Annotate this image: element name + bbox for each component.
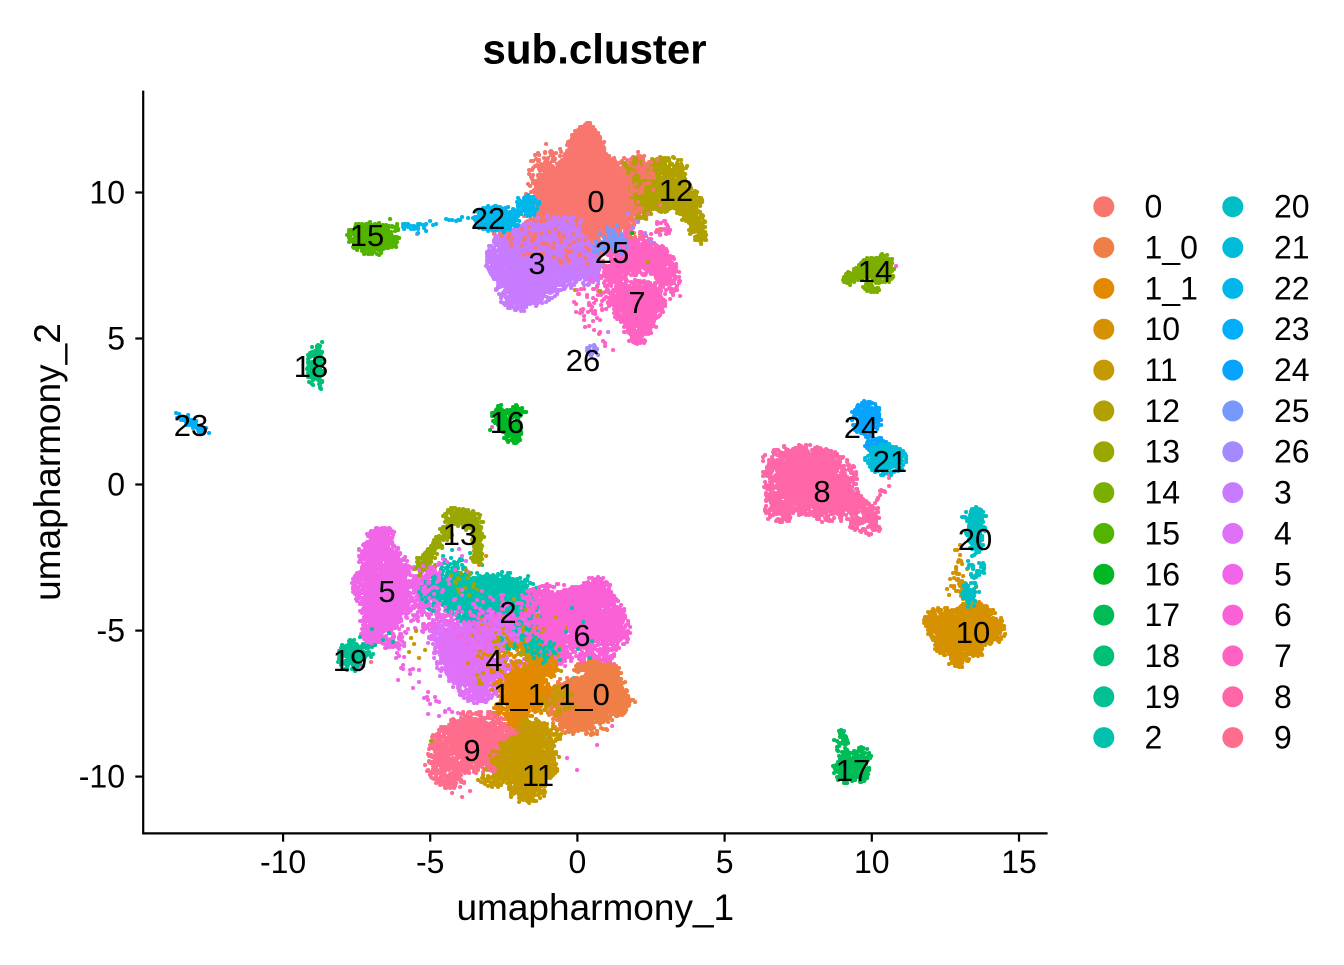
svg-text:10: 10	[956, 615, 990, 650]
svg-text:13: 13	[443, 517, 477, 552]
svg-text:24: 24	[844, 410, 878, 445]
svg-text:7: 7	[1274, 638, 1292, 674]
svg-text:5: 5	[378, 574, 395, 609]
svg-text:1_0: 1_0	[558, 677, 610, 712]
svg-text:12: 12	[1145, 393, 1181, 429]
svg-text:20: 20	[1274, 189, 1310, 225]
svg-text:19: 19	[1145, 679, 1181, 715]
svg-text:1_1: 1_1	[1145, 270, 1198, 306]
svg-text:6: 6	[1274, 597, 1292, 633]
svg-text:25: 25	[595, 235, 629, 270]
svg-text:18: 18	[294, 349, 328, 384]
svg-text:3: 3	[528, 246, 545, 281]
svg-text:18: 18	[1145, 638, 1181, 674]
svg-text:16: 16	[490, 405, 524, 440]
svg-text:19: 19	[333, 643, 367, 678]
svg-text:12: 12	[659, 173, 693, 208]
svg-text:3: 3	[1274, 475, 1292, 511]
svg-text:9: 9	[1274, 720, 1292, 756]
svg-text:4: 4	[485, 643, 502, 678]
svg-text:26: 26	[1274, 434, 1310, 470]
svg-text:0: 0	[587, 184, 604, 219]
svg-text:11: 11	[522, 758, 554, 793]
svg-text:1_0: 1_0	[1145, 230, 1198, 266]
svg-text:umapharmony_2: umapharmony_2	[27, 323, 68, 601]
svg-text:14: 14	[858, 254, 892, 289]
svg-text:9: 9	[463, 733, 480, 768]
svg-text:umapharmony_1: umapharmony_1	[456, 887, 734, 928]
svg-text:14: 14	[1145, 475, 1181, 511]
svg-text:17: 17	[1145, 597, 1181, 633]
svg-text:15: 15	[350, 218, 384, 253]
svg-text:26: 26	[566, 343, 600, 378]
svg-text:22: 22	[1274, 270, 1310, 306]
svg-text:10: 10	[1145, 311, 1181, 347]
svg-text:0: 0	[569, 844, 587, 880]
svg-text:22: 22	[471, 201, 505, 236]
svg-text:-10: -10	[260, 844, 306, 880]
svg-text:-10: -10	[79, 759, 125, 795]
svg-text:0: 0	[107, 467, 125, 503]
svg-text:10: 10	[854, 844, 890, 880]
svg-text:25: 25	[1274, 393, 1310, 429]
svg-text:6: 6	[573, 618, 590, 653]
svg-text:16: 16	[1145, 556, 1181, 592]
svg-text:17: 17	[836, 753, 870, 788]
svg-text:2: 2	[499, 595, 516, 630]
svg-text:0: 0	[1145, 189, 1163, 225]
svg-text:11: 11	[1145, 352, 1178, 388]
svg-text:24: 24	[1274, 352, 1310, 388]
svg-text:2: 2	[1145, 720, 1163, 756]
svg-text:5: 5	[1274, 556, 1292, 592]
svg-text:13: 13	[1145, 434, 1181, 470]
svg-text:sub.cluster: sub.cluster	[483, 25, 707, 72]
svg-text:5: 5	[716, 844, 734, 880]
svg-text:23: 23	[1274, 311, 1310, 347]
svg-text:7: 7	[628, 285, 645, 320]
svg-text:4: 4	[1274, 515, 1292, 551]
svg-text:20: 20	[958, 522, 992, 557]
svg-text:-5: -5	[97, 613, 125, 649]
svg-text:8: 8	[813, 474, 830, 509]
svg-text:23: 23	[174, 408, 208, 443]
svg-text:15: 15	[1001, 844, 1037, 880]
svg-text:10: 10	[89, 175, 125, 211]
svg-text:5: 5	[107, 321, 125, 357]
svg-text:1_1: 1_1	[493, 677, 545, 712]
svg-text:8: 8	[1274, 679, 1292, 715]
svg-text:15: 15	[1145, 515, 1181, 551]
svg-text:21: 21	[873, 444, 907, 479]
svg-text:-5: -5	[416, 844, 444, 880]
svg-text:21: 21	[1274, 230, 1310, 266]
